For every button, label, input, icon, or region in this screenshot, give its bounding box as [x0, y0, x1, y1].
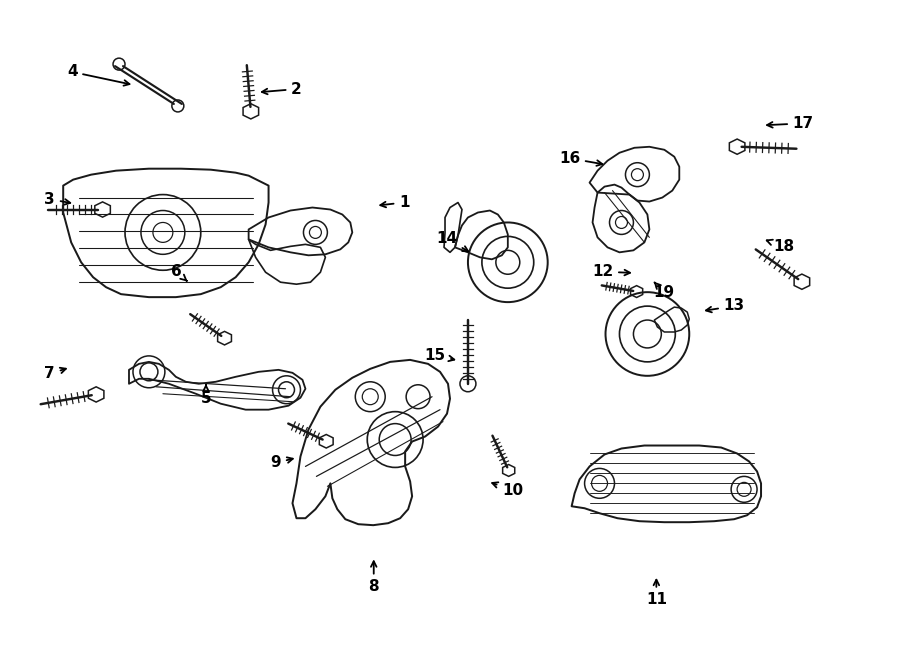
Text: 3: 3	[44, 192, 70, 207]
Text: 14: 14	[436, 231, 468, 252]
Text: 1: 1	[381, 195, 410, 210]
Text: 11: 11	[646, 580, 667, 608]
Text: 5: 5	[201, 385, 212, 406]
Text: 15: 15	[425, 348, 454, 363]
Text: 2: 2	[262, 81, 302, 97]
Text: 10: 10	[492, 483, 523, 498]
Text: 19: 19	[653, 282, 675, 301]
Text: 4: 4	[67, 64, 130, 85]
Text: 12: 12	[592, 264, 630, 279]
Text: 18: 18	[767, 239, 794, 254]
Text: 7: 7	[44, 366, 66, 381]
Text: 8: 8	[368, 561, 379, 594]
Text: 16: 16	[559, 151, 602, 166]
Text: 13: 13	[706, 299, 745, 313]
Text: 6: 6	[171, 264, 187, 281]
Text: 17: 17	[767, 116, 814, 131]
Text: 9: 9	[271, 455, 292, 470]
